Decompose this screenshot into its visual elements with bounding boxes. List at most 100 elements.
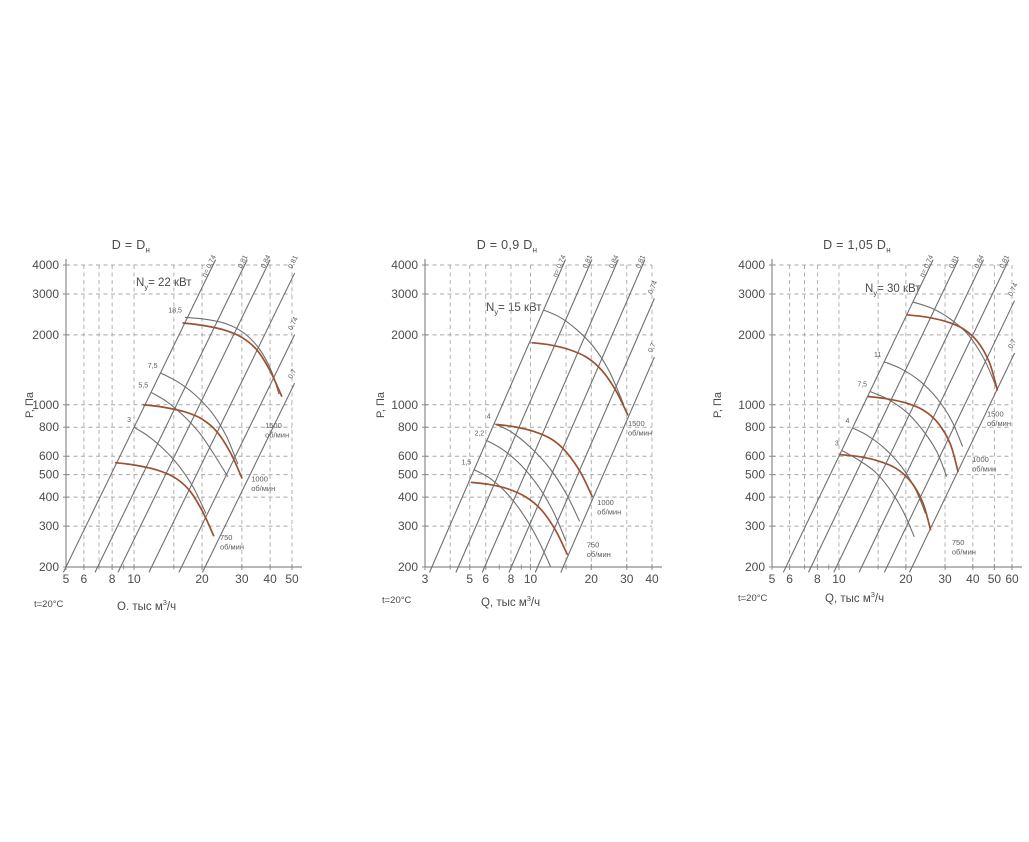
fan-curve — [531, 341, 629, 416]
efficiency-line-label: 0,7 — [647, 342, 657, 354]
y-tick-label: 200 — [398, 560, 418, 574]
x-tick-label: 50 — [285, 572, 299, 586]
y-tick-label: 800 — [39, 420, 59, 434]
x-tick-label: 60 — [1005, 572, 1019, 586]
x-tick-label: 6 — [81, 572, 88, 586]
power-curve — [473, 469, 552, 568]
x-tick-label: 30 — [235, 572, 249, 586]
chart-d-1-05: D = 1,05 Dн Nу= 30 кВт P, Па 200 300 400 50… — [700, 232, 1029, 620]
power-symbol: N — [865, 283, 874, 295]
y-tick-label: 400 — [398, 490, 418, 504]
rpm-label: 750 об/мин — [587, 540, 611, 559]
x-axis-title-superscript: 3 — [526, 594, 531, 603]
x-tick-label: 20 — [195, 572, 209, 586]
y-tick-label: 200 — [39, 560, 59, 574]
installed-power-label: Nу= 30 кВт — [865, 283, 921, 297]
x-tick-label: 20 — [585, 572, 599, 586]
power-curve-label: 7,5 — [857, 382, 867, 389]
x-tick-label: 5 — [466, 572, 473, 586]
y-tick-label: 4000 — [32, 258, 59, 272]
power-symbol-subscript: у — [144, 282, 149, 292]
x-tick-label: 5 — [63, 572, 70, 586]
chart-d-nominal: D = Dн Nу= 22 кВт P, Па 200 300 400 500 600 8… — [0, 232, 345, 610]
efficiency-line — [178, 334, 296, 573]
installed-power-label: Nу= 22 кВт — [136, 277, 192, 291]
power-curve — [543, 309, 625, 405]
rpm-label: 1500 об/мин — [265, 421, 289, 440]
chart-title-subscript: н — [532, 245, 538, 255]
temperature-label: t=20°C — [382, 595, 412, 606]
rpm-label: 1000 об/мин — [972, 455, 996, 474]
chart-title: D = 1,05 Dн — [792, 238, 922, 255]
power-curve — [160, 372, 239, 465]
power-curve — [133, 426, 207, 514]
rpm-label: 750 об/мин — [952, 538, 976, 557]
fan-curve — [182, 322, 283, 397]
x-tick-label: 8 — [814, 572, 821, 586]
power-curve-label: 11 — [874, 352, 881, 359]
fan-curve — [114, 461, 215, 537]
x-axis-title-text: Q, тыс м — [825, 592, 871, 605]
power-value: = 22 кВт — [148, 277, 192, 289]
x-tick-label: 10 — [832, 572, 846, 586]
efficiency-line-label: 0,74 — [1007, 282, 1019, 297]
power-curve-label: 4 — [487, 414, 491, 421]
efficiency-line-label: 0,81 — [287, 255, 299, 270]
x-tick-label: 8 — [109, 572, 116, 586]
power-curve-label: 5,5 — [138, 382, 148, 389]
chart-title-text: D = 1,05 D — [823, 238, 887, 252]
x-axis-title-unit: /ч — [166, 600, 177, 610]
y-tick-label: 2000 — [738, 328, 765, 342]
efficiency-line-label: 0,81 — [948, 254, 960, 269]
rpm-label: 750 об/мин — [220, 533, 244, 552]
x-axis-title: Q, тыс м3/ч — [825, 590, 884, 605]
efficiency-line — [808, 259, 959, 573]
x-axis-title-unit: /ч — [530, 596, 541, 609]
efficiency-line-label: η= 0,74 — [919, 254, 936, 278]
power-curve-label: 2,2 — [474, 431, 484, 438]
fan-curve — [867, 395, 959, 473]
y-tick-label: 4000 — [391, 258, 418, 272]
rpm-label: 1500 об/мин — [628, 419, 652, 438]
efficiency-line — [883, 300, 1016, 573]
efficiency-line-label: 0,7 — [288, 368, 299, 380]
plot-area: 200 300 400 500 600 800 1000 2000 3000 4000 3 5 6 8 10… — [391, 254, 662, 586]
y-tick-label: 500 — [745, 468, 765, 482]
efficiency-line — [858, 259, 1010, 573]
power-curve — [493, 423, 581, 522]
efficiency-line-label: 0,74 — [287, 316, 299, 331]
fan-curve — [470, 481, 569, 556]
chart-title-text: D = 0,9 D — [476, 238, 533, 252]
efficiency-line — [560, 356, 655, 573]
x-tick-label: 6 — [786, 572, 793, 586]
y-tick-label: 4000 — [738, 258, 765, 272]
power-curve — [184, 316, 280, 395]
x-axis-title: Q, тыс м3/ч — [117, 598, 176, 610]
rpm-label: 1000 об/мин — [251, 475, 275, 494]
plot-area: 200 300 400 500 600 800 1000 2000 3000 4000 5 6 8 10 2… — [738, 254, 1022, 586]
efficiency-line-label: η= 0,74 — [552, 254, 568, 278]
x-tick-label: 40 — [645, 572, 659, 586]
y-tick-label: 300 — [39, 519, 59, 533]
x-tick-label: 30 — [620, 572, 634, 586]
y-tick-label: 600 — [398, 449, 418, 463]
x-tick-label: 10 — [524, 572, 538, 586]
efficiency-line — [201, 382, 296, 573]
y-tick-label: 500 — [398, 468, 418, 482]
efficiency-line — [455, 259, 593, 573]
x-axis-title-text: Q, тыс м — [481, 596, 527, 609]
chart-title: D = 0,9 Dн — [442, 238, 572, 255]
efficiency-line-label: 0,84 — [609, 254, 621, 269]
fan-curve — [839, 453, 932, 531]
power-curve-label: 1,5 — [461, 460, 471, 467]
x-axis-title-superscript: 3 — [162, 598, 167, 607]
efficiency-line-label: 0,74 — [647, 280, 659, 295]
power-curve-label: 18,5 — [168, 307, 182, 314]
x-tick-label: 40 — [263, 572, 277, 586]
efficiency-line — [148, 272, 296, 573]
power-value: = 30 кВт — [877, 283, 921, 295]
y-tick-label: 400 — [39, 490, 59, 504]
temperature-label: t=20°C — [738, 593, 768, 604]
x-tick-label: 3 — [422, 572, 429, 586]
